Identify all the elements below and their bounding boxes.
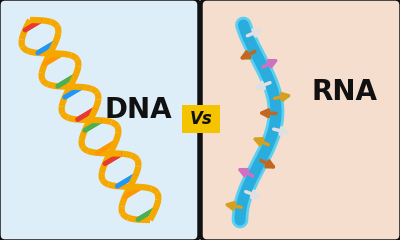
FancyBboxPatch shape <box>201 0 400 240</box>
Text: RNA: RNA <box>312 78 378 106</box>
Text: Vs: Vs <box>190 110 212 128</box>
Text: DNA: DNA <box>104 96 172 124</box>
FancyBboxPatch shape <box>182 105 220 133</box>
FancyBboxPatch shape <box>0 0 199 240</box>
